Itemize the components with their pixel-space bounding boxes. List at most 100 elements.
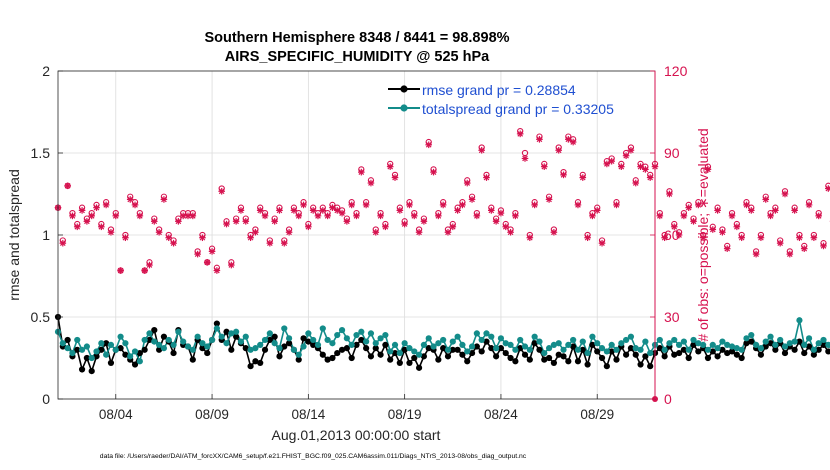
spread-point — [194, 333, 201, 340]
obs-evaluated-marker — [329, 204, 336, 211]
chart-title-line-2: AIRS_SPECIFIC_HUMIDITY @ 525 hPa — [225, 49, 490, 65]
spread-point — [406, 345, 413, 352]
obs-evaluated-stroke — [498, 210, 504, 216]
obs-evaluated-stroke — [392, 174, 398, 181]
obs-evaluated-stroke — [406, 202, 413, 208]
rmse-point — [324, 356, 331, 363]
obs-evaluated-marker — [497, 209, 505, 217]
obs-evaluated-marker — [353, 212, 360, 220]
spread-point — [281, 325, 288, 332]
y-right-axis-ticks: 0 30 60 90 120 — [650, 63, 688, 407]
obs-evaluated-marker — [685, 204, 693, 211]
rmse-point — [690, 341, 697, 348]
y-right-tick-label: 0 — [664, 391, 672, 407]
rmse-point — [762, 343, 769, 350]
obs-evaluated-stroke — [397, 207, 403, 214]
obs-evaluated-marker — [64, 182, 71, 190]
rmse-point — [204, 349, 211, 357]
y-right-tick-label: 90 — [664, 145, 680, 161]
spread-point — [420, 341, 428, 348]
spread-point — [184, 343, 192, 350]
rmse-point — [300, 335, 307, 342]
rmse-point — [247, 363, 254, 370]
spread-point — [613, 346, 620, 353]
y-axis-label: rmse and totalspread — [6, 169, 22, 301]
obs-evaluated-stroke — [570, 139, 576, 145]
rmse-point — [454, 346, 461, 353]
obs-evaluated-stroke — [300, 202, 307, 208]
spread-point — [728, 343, 736, 350]
obs-evaluated-stroke — [815, 213, 822, 219]
spread-point — [459, 341, 466, 348]
obs-evaluated-stroke — [146, 262, 153, 268]
obs-evaluated-marker — [69, 212, 76, 220]
spread-point — [382, 331, 389, 339]
obs-evaluated-stroke — [329, 204, 336, 211]
obs-evaluated-stroke — [729, 213, 735, 219]
obs-evaluated-stroke — [276, 207, 283, 214]
obs-evaluated-stroke — [642, 166, 649, 173]
spread-point — [324, 336, 331, 344]
spread-point — [786, 340, 793, 347]
obs-evaluated-marker — [155, 228, 163, 236]
obs-evaluated-stroke — [425, 141, 432, 148]
obs-evaluated-stroke — [353, 213, 360, 219]
obs-evaluated-stroke — [137, 213, 143, 219]
spread-point — [112, 346, 119, 353]
obs-evaluated-stroke — [161, 196, 167, 203]
obs-evaluated-stroke — [454, 207, 461, 214]
rmse-point — [728, 348, 736, 355]
spread-point — [594, 340, 601, 347]
obs-evaluated-marker — [112, 212, 120, 220]
obs-evaluated-stroke — [122, 234, 129, 241]
obs-evaluated-marker — [632, 179, 640, 187]
obs-evaluated-stroke — [368, 180, 374, 186]
spread-point — [642, 338, 649, 345]
obs-evaluated-stroke — [112, 213, 119, 219]
obs-evaluated-marker — [820, 242, 827, 250]
obs-evaluated-marker — [478, 146, 485, 154]
obs-evaluated-stroke — [151, 218, 158, 225]
obs-evaluated-marker — [666, 190, 673, 198]
obs-evaluated-marker — [213, 267, 221, 274]
rmse-point — [396, 359, 403, 367]
spread-point — [353, 331, 360, 339]
spread-point — [435, 340, 442, 347]
obs-evaluated-stroke — [305, 223, 312, 230]
rmse-point — [675, 349, 683, 357]
obs-evaluated-marker — [444, 228, 452, 236]
obs-evaluated-marker — [516, 130, 524, 138]
rmse-point — [228, 346, 235, 353]
rmse-point — [136, 349, 143, 357]
rmse-point — [420, 353, 428, 360]
spread-point — [237, 338, 245, 345]
rmse-point — [517, 345, 524, 352]
spread-point — [690, 336, 697, 344]
spread-point — [300, 343, 307, 350]
spread-point — [623, 336, 630, 344]
obs-evaluated-marker — [88, 212, 96, 220]
obs-evaluated-marker — [468, 196, 476, 203]
obs-evaluated-marker — [396, 207, 404, 214]
obs-evaluated-marker — [622, 152, 630, 160]
obs-evaluated-stroke — [103, 202, 109, 208]
rmse-point — [541, 356, 548, 363]
obs-evaluated-marker — [242, 218, 250, 225]
rmse-point — [464, 358, 471, 365]
spread-point — [560, 346, 567, 353]
spread-point — [550, 341, 557, 348]
obs-evaluated-marker — [714, 207, 721, 214]
spread-point — [199, 340, 206, 347]
spread-point — [59, 340, 66, 347]
rmse-point — [372, 345, 379, 352]
obs-evaluated-stroke — [676, 232, 682, 238]
obs-evaluated-stroke — [257, 207, 264, 214]
obs-evaluated-marker — [752, 250, 760, 258]
spread-point — [478, 336, 485, 344]
obs-evaluated-stroke — [522, 155, 528, 162]
rmse-point — [536, 346, 543, 353]
rmse-point — [156, 346, 163, 353]
obs-evaluated-stroke — [247, 234, 254, 241]
spread-point — [545, 345, 553, 352]
rmse-point — [257, 359, 264, 367]
